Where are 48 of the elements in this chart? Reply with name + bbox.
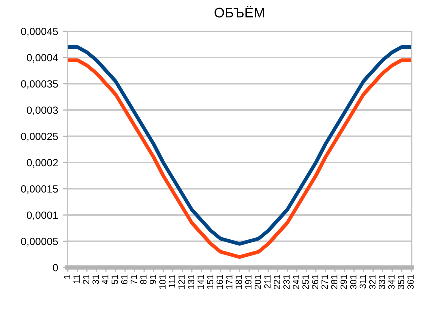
y-tick-label: 0,0002 xyxy=(27,159,58,168)
x-tick-label: 31 xyxy=(92,275,100,284)
x-tick-label: 241 xyxy=(293,275,300,290)
x-tick-label: 181 xyxy=(236,275,242,290)
x-tick-label: 311 xyxy=(360,275,366,289)
x-tick-label: 211 xyxy=(264,275,271,289)
x-tick-label: 161 xyxy=(216,275,224,290)
x-tick-label: 121 xyxy=(178,275,185,290)
y-tick-label: 0,0001 xyxy=(27,212,58,220)
y-tick-label: 0 xyxy=(53,264,58,272)
x-tick-label: 81 xyxy=(140,275,147,284)
x-tick-label: 271 xyxy=(322,275,328,290)
x-tick-label: 291 xyxy=(340,275,348,290)
x-tick-label: 171 xyxy=(226,275,233,290)
x-tick-label: 341 xyxy=(388,275,395,290)
x-tick-label: 111 xyxy=(169,275,176,288)
x-tick-label: 91 xyxy=(150,275,156,284)
y-tick-label: 0,00015 xyxy=(21,186,58,194)
y-tick-label: 0,00045 xyxy=(21,28,58,37)
x-tick-label: 351 xyxy=(398,275,404,290)
y-tick-label: 0,0004 xyxy=(27,54,58,63)
x-tick-label: 221 xyxy=(274,275,280,290)
x-tick-label: 321 xyxy=(369,275,376,290)
x-tick-label: 281 xyxy=(331,275,338,290)
x-tick-label: 191 xyxy=(245,275,252,290)
x-tick-label: 251 xyxy=(302,275,310,290)
x-tick-label: 21 xyxy=(83,275,90,284)
x-tick-label: 231 xyxy=(284,275,290,290)
x-tick-label: 51 xyxy=(112,275,118,284)
x-tick-label: 61 xyxy=(121,275,128,284)
x-tick-label: 331 xyxy=(378,275,386,290)
x-tick-label: 131 xyxy=(188,275,195,290)
x-tick-label: 141 xyxy=(198,275,204,290)
x-tick-label: 201 xyxy=(254,275,262,290)
y-tick-label: 0,00035 xyxy=(21,80,58,90)
x-tick-label: 41 xyxy=(102,275,109,285)
x-tick-label: 11 xyxy=(74,275,80,284)
x-tick-label: 151 xyxy=(207,275,214,290)
x-tick-label: 101 xyxy=(160,275,166,290)
y-tick-label: 0,0003 xyxy=(27,106,58,116)
x-tick-label: 1 xyxy=(64,275,70,280)
y-tick-label: 0,00005 xyxy=(21,238,58,247)
chart-title: ОБЪЁМ xyxy=(214,6,264,18)
y-tick-label: 0,00025 xyxy=(21,133,58,142)
x-tick-label: 71 xyxy=(130,275,138,284)
x-tick-label: 361 xyxy=(408,275,414,290)
x-tick-label: 261 xyxy=(312,275,319,290)
x-tick-label: 301 xyxy=(350,275,357,290)
